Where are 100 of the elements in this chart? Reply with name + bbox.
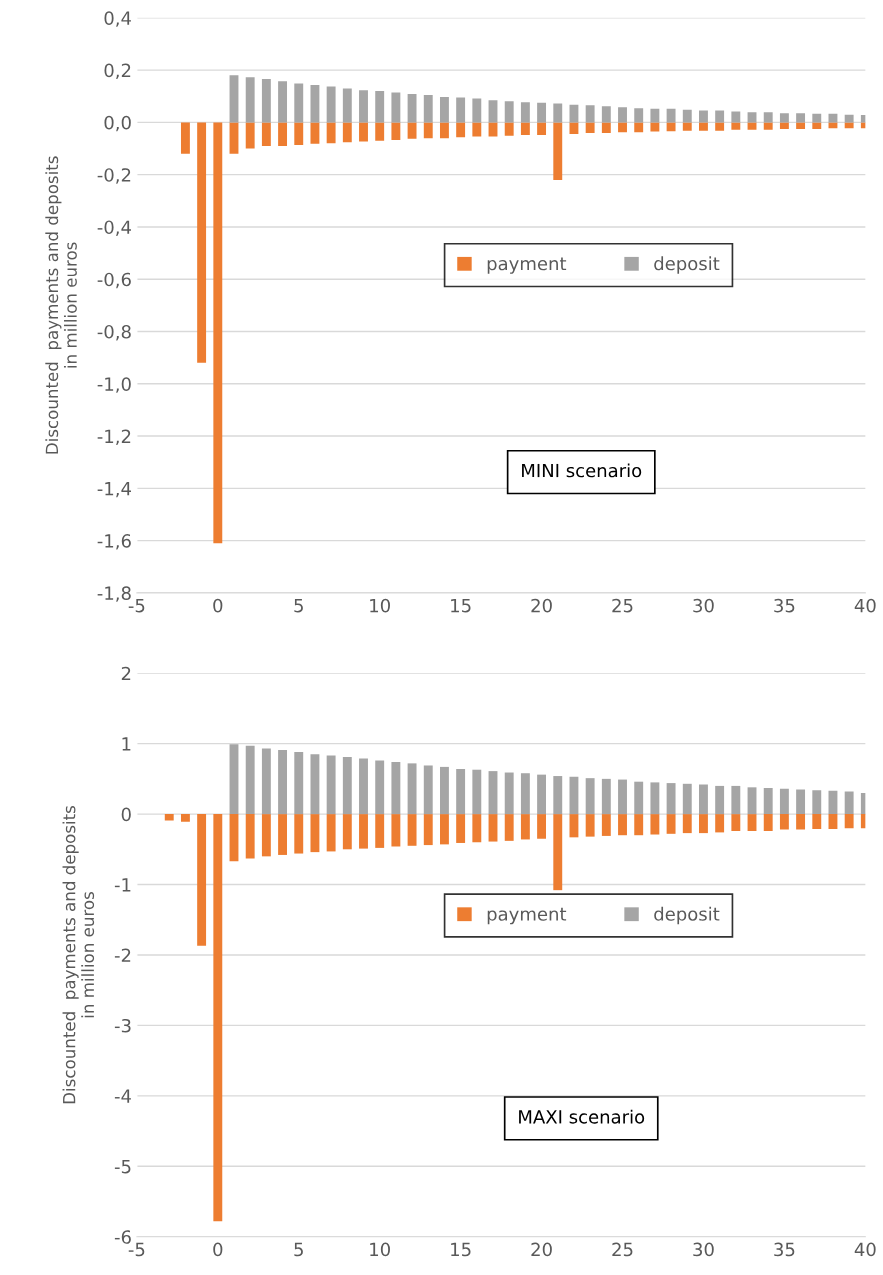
bar [423, 122, 433, 139]
bar [569, 776, 579, 815]
x-tick-label: 30 [693, 1242, 714, 1257]
x-tick-label: 0 [213, 598, 223, 613]
y-axis-title: Discounted payments and deposits in million euros [45, 156, 77, 454]
bar [456, 769, 466, 815]
bar [375, 91, 385, 123]
bar [618, 122, 627, 133]
bar [666, 814, 676, 834]
y-tick-label: -3 [114, 1018, 131, 1033]
bar [294, 83, 304, 123]
annotation: MINI scenario [522, 463, 642, 478]
bar [294, 814, 304, 854]
bar [747, 122, 757, 130]
bar [699, 110, 708, 123]
bar [844, 114, 854, 123]
bar [245, 745, 255, 815]
bar [537, 122, 547, 135]
y-axis-title: Discounted payments and deposits in million euros [62, 805, 95, 1104]
x-tick-label: 0 [213, 1242, 223, 1257]
bar [180, 814, 190, 822]
bar [520, 814, 530, 840]
bar [601, 106, 611, 123]
bar [229, 814, 239, 862]
bar [796, 113, 806, 123]
bar [245, 814, 255, 859]
bar [650, 814, 660, 835]
bar [310, 122, 320, 144]
y-tick-label: 0 [121, 807, 131, 822]
bar [763, 112, 773, 123]
bar [342, 122, 352, 143]
bar [585, 122, 595, 134]
bar [844, 791, 854, 815]
bar [520, 102, 530, 123]
x-tick-label: 5 [294, 598, 303, 613]
bar [779, 122, 789, 129]
bar [245, 122, 255, 149]
bar [763, 122, 773, 130]
bar [375, 760, 385, 815]
bar [213, 122, 223, 544]
bar [650, 122, 660, 132]
bar [731, 122, 741, 130]
legend-label: payment [487, 257, 567, 274]
y-tick-label: -0,8 [97, 324, 131, 341]
legend-label: deposit [654, 906, 720, 925]
legend-label: deposit [654, 256, 720, 274]
bar [779, 788, 789, 815]
bar [585, 105, 595, 123]
bar [601, 778, 611, 815]
bar [650, 782, 660, 815]
bar [504, 814, 514, 841]
bar [634, 781, 644, 815]
bar [407, 763, 417, 815]
bar [553, 122, 563, 180]
bar [359, 814, 368, 849]
bar [456, 97, 466, 123]
bar [164, 814, 174, 821]
bar [779, 113, 789, 123]
bar [261, 122, 271, 146]
bar [488, 771, 498, 815]
bar [569, 814, 579, 838]
bar [520, 773, 530, 815]
x-tick-label: 40 [854, 598, 876, 613]
bar [326, 86, 336, 123]
bar [375, 814, 385, 848]
y-tick-label: 0,4 [104, 11, 131, 27]
y-tick-label: -4 [114, 1089, 131, 1103]
bar [585, 778, 595, 815]
annotation: MAXI scenario [519, 1109, 645, 1124]
y-tick-label: -0,6 [97, 272, 131, 289]
bar [553, 103, 563, 123]
bar [812, 113, 822, 123]
x-tick-label: 30 [693, 598, 714, 613]
bar [294, 122, 304, 145]
y-tick-label: -6 [114, 1230, 131, 1244]
x-tick-label: 40 [854, 1242, 876, 1257]
bar [488, 814, 498, 842]
bar [423, 765, 433, 815]
x-tick-label: 35 [774, 598, 795, 613]
bar [197, 814, 207, 946]
bar [699, 122, 708, 131]
bar [504, 101, 514, 123]
bar [763, 788, 773, 815]
bar [812, 814, 822, 829]
bar [278, 81, 288, 123]
x-tick-label: 15 [451, 1242, 471, 1257]
bar [618, 779, 627, 815]
x-tick-label: 25 [612, 598, 633, 613]
bar [682, 783, 692, 815]
bar [391, 761, 401, 815]
bar [423, 814, 433, 846]
bar [601, 122, 611, 134]
bar [261, 79, 271, 123]
bar [585, 814, 595, 837]
bar [342, 814, 352, 850]
bar [569, 104, 579, 123]
bar [537, 774, 547, 815]
x-tick-label: 10 [370, 598, 390, 613]
bar [812, 790, 822, 815]
bar [812, 122, 822, 129]
